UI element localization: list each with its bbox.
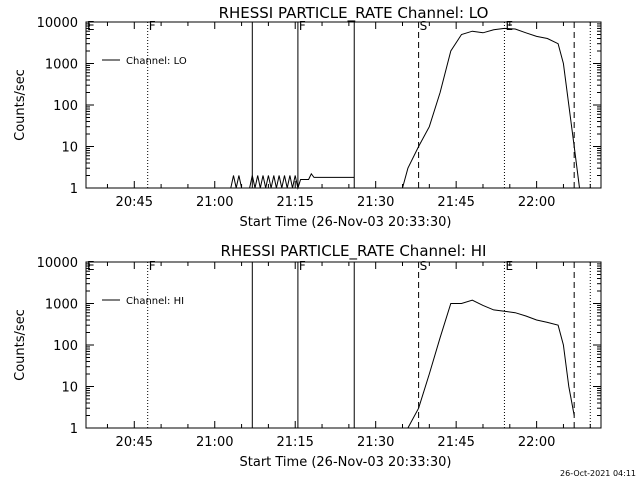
chart-panel-hi: RHESSI PARTICLE_RATE Channel: HI Start Ti…	[13, 242, 602, 470]
marker-label: F	[149, 19, 156, 33]
y-tick-label: 1	[70, 422, 78, 437]
x-tick-label: 21:15	[276, 435, 313, 450]
x-axis-label: Start Time (26-Nov-03 20:33:30)	[240, 215, 452, 230]
marker-label: F	[149, 259, 156, 273]
series-line	[402, 27, 580, 189]
x-tick-label: 21:45	[437, 195, 474, 210]
y-tick-label: 10000	[37, 16, 78, 31]
x-tick-label: 21:45	[437, 435, 474, 450]
x-axis-label: Start Time (26-Nov-03 20:33:30)	[240, 455, 452, 470]
marker-label: E	[87, 259, 95, 273]
marker-label: F	[299, 259, 306, 273]
series-line	[230, 172, 355, 190]
y-tick-label: 1000	[45, 298, 78, 313]
x-tick-label: 22:00	[518, 435, 555, 450]
series-line	[407, 299, 575, 429]
legend-entry: Channel: LO	[126, 56, 187, 67]
marker-label: E	[505, 19, 513, 33]
chart-title: RHESSI PARTICLE_RATE Channel: HI	[221, 242, 487, 261]
marker-label: E	[505, 259, 513, 273]
chart-title: RHESSI PARTICLE_RATE Channel: LO	[219, 4, 489, 23]
x-tick-label: 20:45	[116, 435, 153, 450]
y-tick-label: 10	[61, 141, 78, 156]
plot-frame	[85, 261, 602, 429]
y-tick-label: 10	[61, 381, 78, 396]
x-tick-label: 22:00	[518, 195, 555, 210]
y-tick-label: 100	[53, 99, 78, 114]
marker-label: S	[420, 259, 428, 273]
x-tick-label: 21:15	[276, 195, 313, 210]
x-tick-label: 21:30	[357, 195, 394, 210]
x-tick-label: 20:45	[116, 195, 153, 210]
y-tick-label: 1000	[45, 58, 78, 73]
y-tick-label: 1	[70, 182, 78, 197]
y-axis-label: Counts/sec	[13, 69, 28, 141]
x-tick-label: 21:30	[357, 435, 394, 450]
legend-entry: Channel: HI	[126, 296, 184, 307]
date-stamp: 26-Oct-2021 04:11	[560, 469, 636, 478]
plot-frame	[85, 21, 602, 189]
marker-label: E	[87, 19, 95, 33]
chart-panel-lo: RHESSI PARTICLE_RATE Channel: LO Start Ti…	[13, 4, 602, 230]
y-axis-label: Counts/sec	[13, 309, 28, 381]
marker-label: F	[299, 19, 306, 33]
x-tick-label: 21:00	[196, 435, 233, 450]
y-tick-label: 10000	[37, 256, 78, 271]
y-tick-label: 100	[53, 339, 78, 354]
x-tick-label: 21:00	[196, 195, 233, 210]
marker-label: S	[420, 19, 428, 33]
